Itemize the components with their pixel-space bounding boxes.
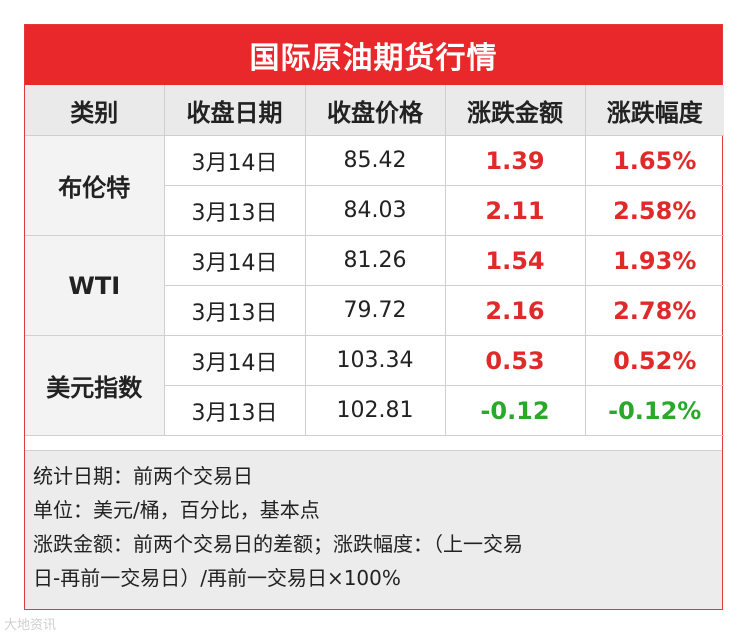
category-wti: WTI bbox=[25, 235, 165, 336]
table-row: 美元指数 3月14日 103.34 0.53 0.52% bbox=[25, 335, 724, 436]
futures-table: 类别 收盘日期 收盘价格 涨跌金额 涨跌幅度 布伦特 3月14日 85.42 1… bbox=[25, 85, 724, 436]
table-title: 国际原油期货行情 bbox=[25, 25, 722, 85]
close-price: 79.72 bbox=[304, 285, 446, 336]
note-line: 涨跌金额：前两个交易日的差额；涨跌幅度：（上一交易 bbox=[33, 532, 523, 556]
footnotes: 统计日期：前两个交易日 单位：美元/桶，百分比，基本点 涨跌金额：前两个交易日的… bbox=[25, 450, 722, 609]
change-percent: 2.58% bbox=[584, 185, 724, 236]
watermark: 大地资讯 bbox=[4, 618, 57, 633]
table-row: 3月13日 79.72 2.16 2.78% bbox=[25, 285, 724, 336]
close-date: 3月14日 bbox=[163, 135, 306, 186]
change-percent: 2.78% bbox=[584, 285, 724, 336]
note-line: 日-再前一交易日）/再前一交易日×100% bbox=[33, 566, 401, 590]
change-percent: 1.93% bbox=[584, 235, 724, 286]
change-amount: 0.53 bbox=[444, 335, 586, 386]
table-row: 布伦特 3月14日 85.42 1.39 1.65% bbox=[25, 135, 724, 236]
header-close-date: 收盘日期 bbox=[163, 85, 306, 136]
change-amount: 1.39 bbox=[444, 135, 586, 186]
close-date: 3月13日 bbox=[164, 285, 306, 336]
close-price: 84.03 bbox=[304, 185, 446, 236]
table-row: WTI 3月14日 81.26 1.54 1.93% bbox=[25, 235, 724, 336]
note-line: 统计日期：前两个交易日 bbox=[33, 464, 253, 488]
note-line: 单位：美元/桶，百分比，基本点 bbox=[33, 498, 320, 522]
close-date: 3月14日 bbox=[163, 335, 306, 386]
close-date: 3月14日 bbox=[163, 235, 306, 286]
table-row: 3月13日 84.03 2.11 2.58% bbox=[25, 185, 724, 236]
header-category: 类别 bbox=[25, 85, 165, 136]
header-change-amount: 涨跌金额 bbox=[444, 85, 586, 136]
close-date: 3月13日 bbox=[164, 385, 306, 436]
change-amount: 1.54 bbox=[444, 235, 586, 286]
category-brent: 布伦特 bbox=[25, 135, 165, 236]
close-price: 103.34 bbox=[304, 335, 446, 386]
close-price: 102.81 bbox=[304, 385, 446, 436]
change-percent: 1.65% bbox=[584, 135, 724, 186]
close-price: 85.42 bbox=[304, 135, 446, 186]
category-dollar-index: 美元指数 bbox=[25, 335, 165, 436]
change-percent: 0.52% bbox=[584, 335, 724, 386]
header-row: 类别 收盘日期 收盘价格 涨跌金额 涨跌幅度 bbox=[25, 85, 724, 136]
change-percent: -0.12% bbox=[584, 385, 724, 436]
table-row: 3月13日 102.81 -0.12 -0.12% bbox=[25, 385, 724, 436]
header-close-price: 收盘价格 bbox=[304, 85, 446, 136]
change-amount: -0.12 bbox=[444, 385, 586, 436]
change-amount: 2.11 bbox=[444, 185, 586, 236]
futures-table-card: 国际原油期货行情 类别 收盘日期 收盘价格 涨跌金额 涨跌幅度 布伦特 3月14… bbox=[24, 24, 724, 610]
close-price: 81.26 bbox=[304, 235, 446, 286]
header-change-percent: 涨跌幅度 bbox=[584, 85, 724, 136]
close-date: 3月13日 bbox=[164, 185, 306, 236]
change-amount: 2.16 bbox=[444, 285, 586, 336]
